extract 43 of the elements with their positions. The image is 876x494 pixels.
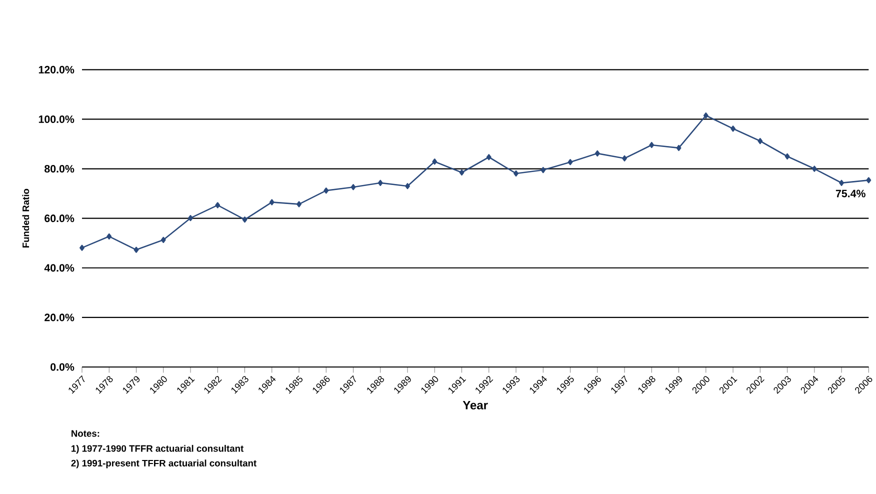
point — [242, 216, 248, 223]
point — [296, 201, 302, 208]
point — [622, 155, 627, 162]
point — [160, 236, 166, 243]
point — [812, 166, 817, 172]
point — [649, 142, 654, 148]
point — [405, 183, 410, 190]
data-label: 75.4% — [836, 190, 866, 198]
point — [839, 180, 844, 186]
point — [594, 150, 600, 156]
point — [432, 158, 438, 165]
point — [568, 159, 573, 166]
point — [350, 184, 356, 190]
point — [80, 244, 84, 251]
y-tick-label: 100.0% — [38, 115, 74, 123]
point — [269, 199, 274, 206]
point — [459, 169, 464, 176]
point — [703, 112, 708, 119]
point — [188, 215, 193, 222]
point — [540, 166, 546, 174]
text: 1) 1977-1990 TFFR actuarial consultant — [72, 444, 244, 454]
y-axis-title: Funded Ratio — [22, 188, 30, 248]
point — [514, 170, 518, 177]
y-tick-label: 80.0% — [44, 165, 74, 173]
y-tick-label: 20.0% — [44, 314, 74, 322]
point — [134, 246, 139, 253]
y-tick-label: 60.0% — [44, 214, 74, 222]
point — [215, 202, 220, 208]
point — [758, 138, 763, 144]
point — [730, 126, 736, 132]
point — [866, 177, 872, 184]
text: 2) 1991-present TFFR actuarial consultant — [71, 460, 256, 468]
point — [784, 153, 790, 160]
x-axis-title: Year — [462, 401, 488, 410]
y-tick-label: 0.0% — [50, 363, 74, 371]
text: Notes: — [72, 430, 100, 437]
point — [676, 144, 682, 152]
point — [486, 154, 492, 160]
point — [378, 180, 383, 186]
y-tick-label: 120.0% — [38, 66, 74, 74]
y-tick-label: 40.0% — [44, 264, 74, 272]
point — [324, 188, 329, 194]
point — [106, 233, 112, 240]
